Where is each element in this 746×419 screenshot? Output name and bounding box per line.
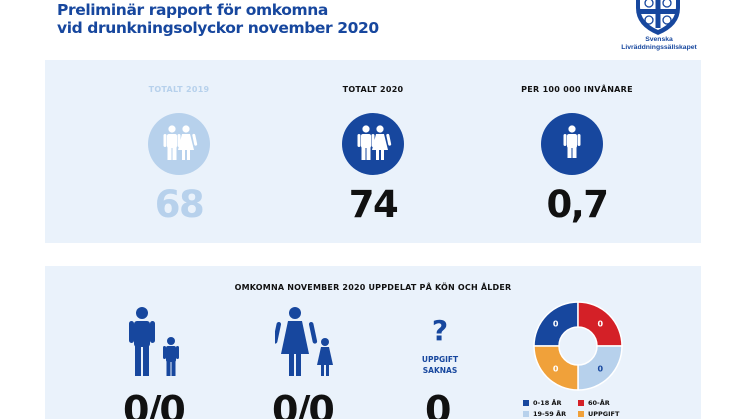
unknown-label-line1: UPPGIFT <box>421 355 459 364</box>
donut-slice-3 <box>533 345 579 391</box>
man-woman-icon <box>148 113 210 175</box>
legend-swatch <box>578 400 584 406</box>
donut-label-0: 0 <box>553 320 559 329</box>
woman-girl-icon <box>275 307 333 376</box>
unknown-label-line2: SAKNAS <box>422 366 458 375</box>
page-title-line1: Preliminär rapport för omkomna <box>57 1 328 19</box>
donut-label-1: 0 <box>597 320 603 329</box>
total-2020-value: 74 <box>348 183 399 226</box>
breakdown-title: OMKOMNA NOVEMBER 2020 UPPDELAT PÅ KÖN OC… <box>234 283 512 292</box>
legend-label: 60-ÅR <box>588 399 610 407</box>
per-100k-label: PER 100 000 INVÅNARE <box>521 85 633 94</box>
man-boy-icon <box>129 307 179 376</box>
legend-label: 0-18 ÅR <box>533 399 562 407</box>
page-title-line2: vid drunkningsolyckor november 2020 <box>57 19 379 37</box>
donut-label-2: 0 <box>597 364 603 373</box>
legend-swatch <box>523 400 529 406</box>
man-woman-icon <box>342 113 404 175</box>
age-donut-chart: 0 0 0 0 <box>533 301 623 391</box>
unknown-value: 0 <box>425 388 451 419</box>
legend-item-uppgift: UPPGIFT <box>578 410 619 418</box>
question-mark-icon: ? <box>431 314 449 347</box>
ssl-shield-logo-icon <box>636 0 680 35</box>
per-100k-value: 0,7 <box>546 183 609 226</box>
legend-swatch <box>578 411 584 417</box>
legend-label: 19-59 ÅR <box>533 410 567 418</box>
total-2019-label: TOTALT 2019 <box>148 85 210 94</box>
breakdown-panel <box>45 266 701 419</box>
logo-name-line1: Svenska <box>645 36 673 43</box>
legend-item-19-59: 19-59 ÅR <box>523 410 566 418</box>
legend-item-0-18: 0-18 ÅR <box>523 399 562 407</box>
total-2019-value: 68 <box>154 183 205 226</box>
female-value: 0/0 <box>272 388 335 419</box>
donut-label-3: 0 <box>553 364 559 373</box>
legend-label: UPPGIFT <box>588 410 620 418</box>
legend-swatch <box>523 411 529 417</box>
person-icon <box>541 113 603 175</box>
total-2020-label: TOTALT 2020 <box>342 85 404 94</box>
male-value: 0/0 <box>123 388 186 419</box>
legend-item-60: 60-ÅR <box>578 399 610 407</box>
logo-name-line2: Livräddningssällskapet <box>621 44 697 51</box>
